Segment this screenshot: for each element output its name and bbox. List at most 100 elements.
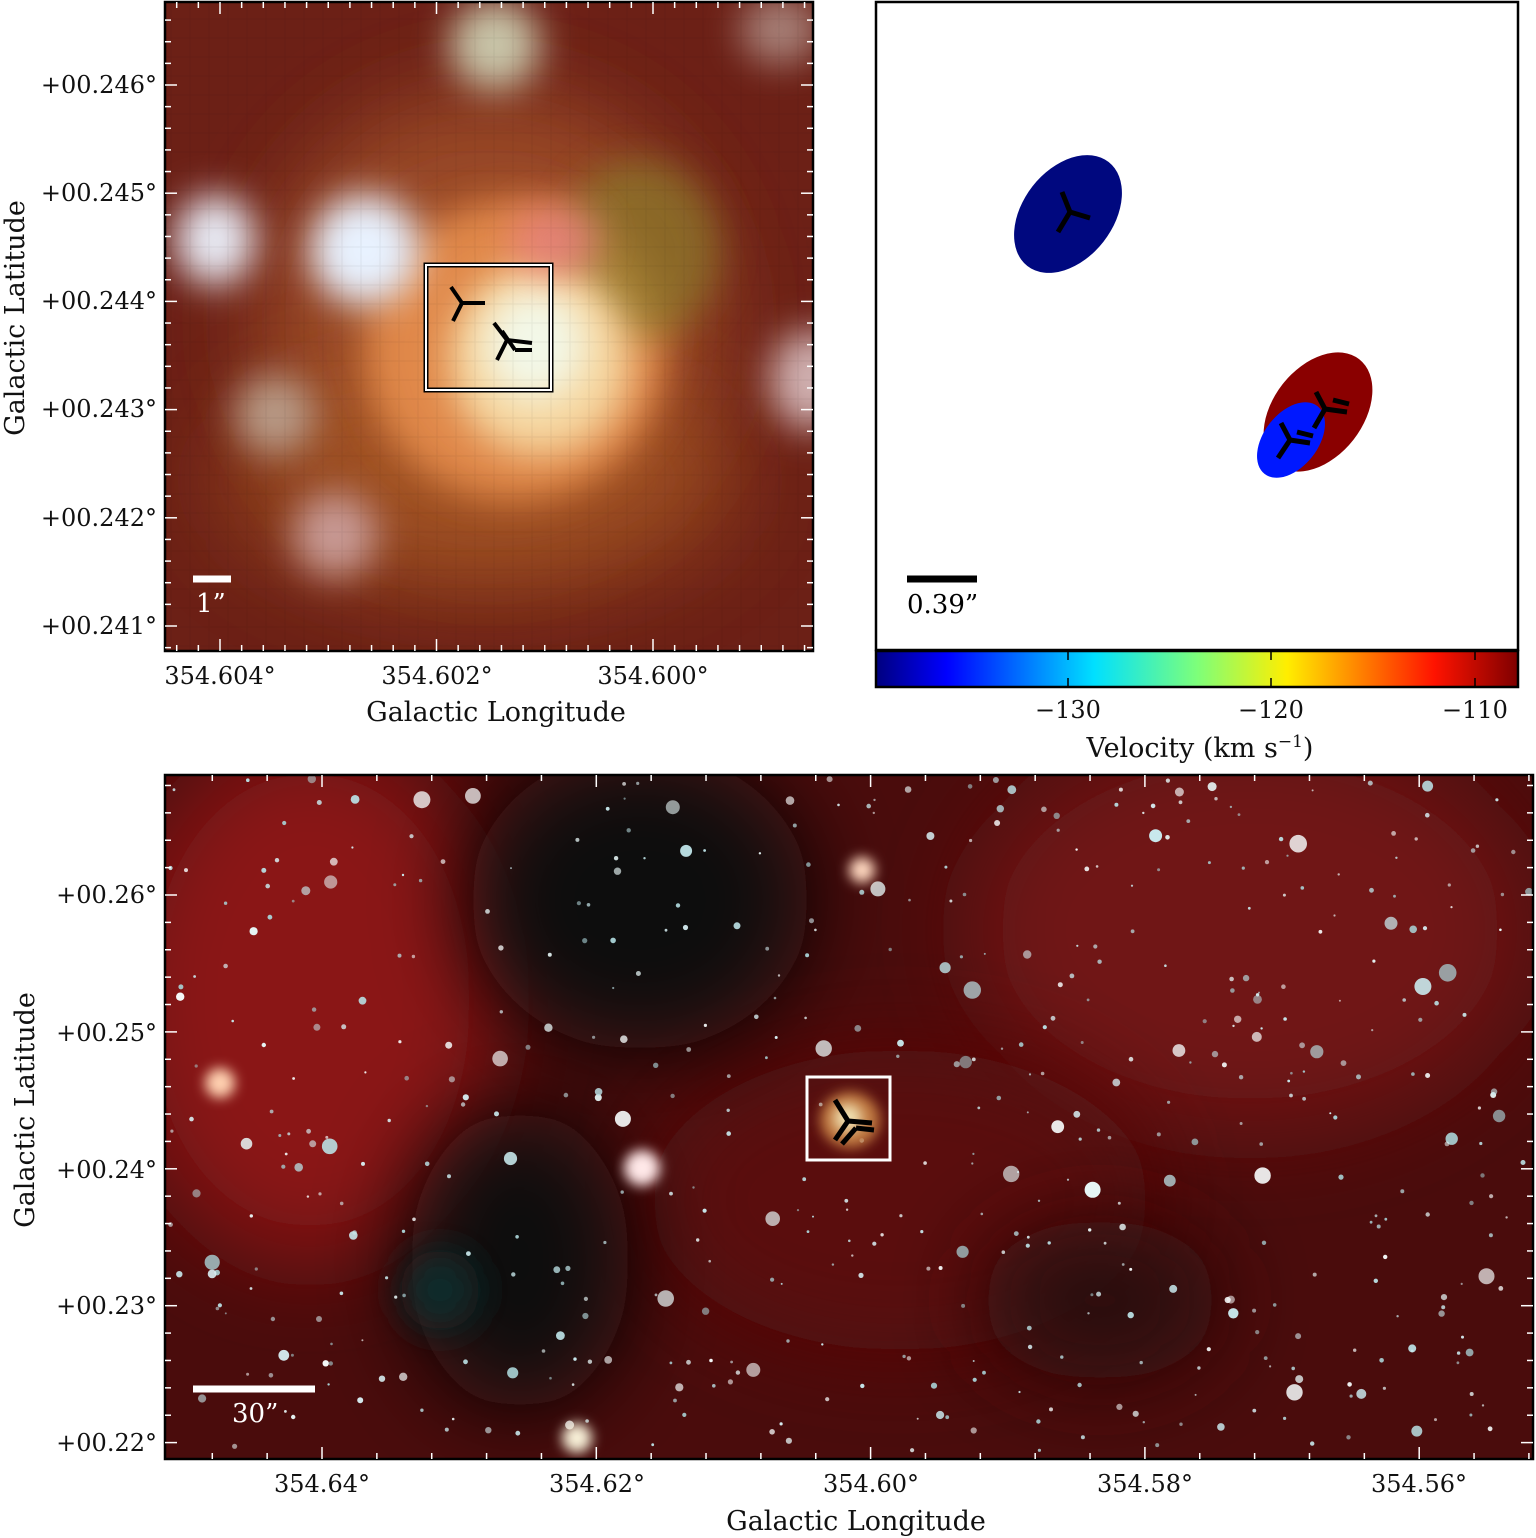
star (1337, 873, 1340, 876)
star (726, 1108, 730, 1113)
star (1393, 894, 1396, 898)
star (1470, 848, 1476, 853)
star (959, 1055, 972, 1069)
star (1026, 1325, 1032, 1331)
star (860, 1383, 865, 1389)
star (1456, 1351, 1461, 1355)
star (1084, 1181, 1101, 1198)
star (1214, 797, 1218, 801)
star (1051, 1120, 1065, 1134)
star (1318, 929, 1323, 934)
star (1300, 886, 1305, 890)
star (249, 927, 258, 936)
star (1411, 1425, 1423, 1437)
star (1129, 1267, 1133, 1271)
star (460, 1102, 466, 1107)
wide-zoom-box (805, 1075, 892, 1162)
star (1440, 1294, 1448, 1301)
star (1425, 1073, 1431, 1078)
star (1003, 1165, 1020, 1183)
star (1289, 1093, 1293, 1098)
zoom-frame (163, 0, 815, 653)
star (1291, 1366, 1295, 1371)
star (511, 1272, 516, 1277)
star (1202, 1019, 1207, 1024)
star (1369, 1220, 1373, 1224)
star (1289, 834, 1307, 853)
star (654, 1293, 658, 1297)
star (920, 1230, 924, 1234)
star (1142, 811, 1145, 815)
star (1411, 1072, 1415, 1076)
star (1333, 1115, 1338, 1120)
star (805, 953, 810, 958)
star (1087, 1312, 1090, 1315)
ytick-label: +00.241° (41, 612, 157, 640)
star (899, 1214, 903, 1218)
star (1090, 1293, 1094, 1297)
star (328, 1361, 333, 1366)
star (1338, 999, 1341, 1002)
star (1310, 1441, 1315, 1446)
star (327, 1383, 330, 1386)
star (1221, 1062, 1227, 1068)
star (1346, 1435, 1351, 1440)
star (712, 1384, 716, 1388)
star (451, 1417, 455, 1421)
star (1422, 780, 1434, 792)
ytick-label: +00.22° (56, 1429, 157, 1457)
star (494, 1111, 499, 1117)
star (1165, 835, 1170, 840)
star (673, 1398, 677, 1403)
star (541, 1349, 546, 1353)
star (930, 1382, 938, 1389)
star (643, 857, 646, 860)
star (651, 1443, 655, 1447)
star (418, 878, 423, 883)
star (971, 1162, 974, 1165)
zoom-image (165, 2, 813, 651)
star (1007, 785, 1017, 795)
star (1119, 1223, 1126, 1231)
star (249, 1214, 253, 1218)
star (172, 788, 176, 792)
star (996, 805, 1004, 813)
star (398, 1040, 402, 1044)
star (939, 962, 951, 974)
star (1078, 1137, 1082, 1141)
star (274, 858, 280, 863)
star (675, 1383, 684, 1392)
colorbar-tick-label: −130 (1035, 696, 1101, 724)
star (657, 1290, 674, 1307)
star (594, 1088, 603, 1096)
colorbar-gradient (874, 649, 1520, 689)
wide-scalebar: 30” (193, 1385, 315, 1429)
xtick-label: 354.60° (823, 1470, 919, 1498)
star (565, 1265, 571, 1271)
star (812, 1215, 814, 1218)
star (294, 1163, 304, 1172)
ytick-label: +00.24° (56, 1156, 157, 1184)
star (1402, 998, 1406, 1002)
star (1374, 1214, 1378, 1218)
star (1414, 837, 1418, 841)
star (1414, 978, 1432, 995)
star (1438, 1310, 1445, 1317)
star (702, 1208, 707, 1213)
star (316, 800, 322, 805)
star (278, 1134, 282, 1137)
star (821, 1343, 824, 1346)
star (664, 928, 668, 932)
star (848, 1239, 851, 1243)
star (341, 1024, 347, 1030)
star (1229, 976, 1234, 982)
wide-frame (163, 773, 1535, 1461)
star (329, 857, 338, 866)
star (1088, 1228, 1092, 1232)
star (352, 1230, 357, 1235)
star (792, 823, 797, 828)
star (1425, 812, 1430, 818)
star (680, 844, 693, 857)
star (804, 1016, 807, 1020)
star (556, 1331, 565, 1340)
